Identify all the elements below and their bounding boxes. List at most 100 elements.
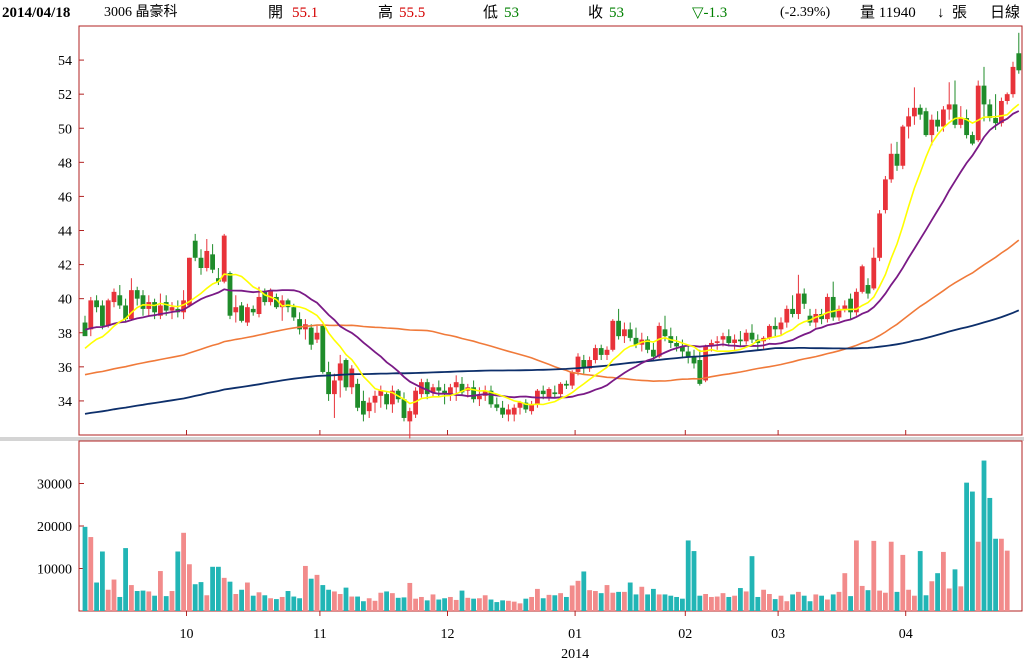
volume-bar xyxy=(419,596,424,611)
volume-bar xyxy=(587,590,592,611)
candle-body xyxy=(187,257,192,306)
candle-body xyxy=(274,296,279,308)
candle-body xyxy=(848,298,853,313)
volume-tick-label: 10000 xyxy=(37,563,72,578)
candle-body xyxy=(888,153,894,180)
volume-bar xyxy=(917,551,923,611)
quote-date: 2014/04/18 xyxy=(2,5,71,21)
candle-body xyxy=(842,305,848,309)
candle-body xyxy=(117,295,123,306)
volume-bar xyxy=(471,598,476,611)
volume-bar xyxy=(105,589,111,611)
candle-body xyxy=(372,395,378,403)
candle-body xyxy=(488,390,494,405)
volume-bar xyxy=(326,589,331,611)
volume-bar xyxy=(813,594,819,611)
volume-bar xyxy=(720,593,726,611)
volume-bar xyxy=(216,566,221,611)
volume-bar xyxy=(407,582,413,611)
candle-body xyxy=(593,348,598,361)
candle-body xyxy=(587,360,592,369)
volume-bar xyxy=(865,590,871,611)
candle-body xyxy=(540,390,546,395)
volume-bar xyxy=(465,597,471,611)
low-value: 53 xyxy=(504,5,519,21)
candle-body xyxy=(912,107,917,117)
candle-body xyxy=(767,325,772,338)
candle-body xyxy=(558,383,563,395)
candle-body xyxy=(964,118,969,136)
period-tab-daily[interactable]: 日線 xyxy=(990,5,1021,21)
volume-bar xyxy=(732,595,737,611)
month-label: 12 xyxy=(441,627,455,642)
volume-bar xyxy=(233,594,239,611)
volume-bar xyxy=(772,599,778,611)
candle-body xyxy=(511,407,517,415)
volume-bar xyxy=(680,598,685,611)
candle-body xyxy=(384,394,389,405)
candle-body xyxy=(1010,66,1016,95)
candle-body xyxy=(680,346,685,352)
candle-body xyxy=(709,342,714,347)
price-change: ▽-1.3 xyxy=(692,5,728,21)
candle-body xyxy=(622,329,627,337)
volume-bar xyxy=(297,598,302,611)
volume-bar xyxy=(871,540,877,611)
volume-bar xyxy=(291,596,297,611)
price-tick-label: 44 xyxy=(58,225,72,240)
price-tick-label: 52 xyxy=(58,88,72,103)
volume-bar xyxy=(453,599,459,611)
volume-bar xyxy=(639,586,645,611)
volume-bar xyxy=(651,588,656,611)
volume-bar xyxy=(888,541,894,611)
volume-bar xyxy=(900,554,906,611)
volume-bar xyxy=(726,596,732,611)
candle-body xyxy=(604,349,610,355)
volume-bar xyxy=(523,598,529,611)
candle-body xyxy=(459,383,465,393)
volume-bar xyxy=(303,565,308,611)
high-label: 高 xyxy=(378,5,394,21)
volume-bar xyxy=(581,571,587,611)
price-tick-label: 38 xyxy=(58,327,72,342)
volume-bar xyxy=(894,591,900,611)
candle-body xyxy=(239,305,244,321)
candle-body xyxy=(366,402,372,412)
candle-body xyxy=(726,336,732,343)
candle-body xyxy=(250,308,256,313)
volume-bar xyxy=(668,595,674,611)
candle-body xyxy=(743,332,749,342)
candle-body xyxy=(749,332,755,340)
candle-body xyxy=(390,390,395,405)
volume-bar xyxy=(610,592,616,611)
candle-body xyxy=(691,356,697,364)
volume-bar xyxy=(181,532,186,611)
candle-body xyxy=(111,291,117,303)
volume-bar xyxy=(366,598,372,611)
candle-body xyxy=(906,116,911,127)
panel-separator xyxy=(0,437,1024,441)
volume-bar xyxy=(755,596,761,611)
volume-bar xyxy=(662,594,668,611)
volume-bar xyxy=(361,601,366,611)
candle-body xyxy=(407,411,413,422)
candle-body xyxy=(894,153,900,166)
candle-body xyxy=(790,308,795,315)
volume-bar xyxy=(558,593,563,611)
candle-body xyxy=(198,257,204,268)
volume-bar xyxy=(175,551,181,611)
candle-body xyxy=(314,332,320,340)
candle-body xyxy=(883,179,888,211)
candle-body xyxy=(714,341,720,343)
volume-bar xyxy=(929,581,935,611)
ma-yellow-line xyxy=(84,103,1020,406)
volume-bar xyxy=(82,526,88,611)
volume-bar xyxy=(337,594,343,611)
candle-body xyxy=(871,257,877,289)
volume-bar xyxy=(163,596,169,611)
price-tick-label: 50 xyxy=(58,122,72,137)
quote-header: 2014/04/18 3006 晶豪科 開 55.1 高 55.5 低 53 收… xyxy=(0,0,1024,26)
volume-bar xyxy=(604,585,610,611)
volume-tick-label: 20000 xyxy=(37,520,72,535)
